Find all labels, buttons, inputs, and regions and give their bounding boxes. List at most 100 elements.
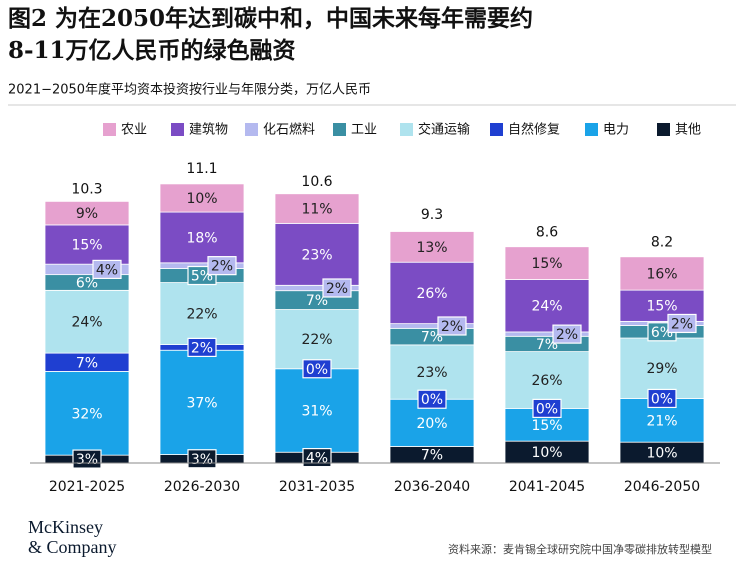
logo: McKinsey [28,517,103,537]
legend-label: 建筑物 [189,122,228,138]
segment-label: 3% [76,452,98,468]
bar-segment [159,211,245,264]
label-box [302,448,332,468]
legend-label: 自然修复 [508,122,560,138]
legend-label: 电力 [603,123,629,138]
total-label: 10.3 [71,181,102,197]
segment-label: 4% [306,451,328,467]
segment-label: 4% [96,262,118,278]
label-box [667,313,697,334]
legend-swatch [400,123,413,136]
label-box [187,337,217,358]
total-label: 11.1 [186,161,217,177]
segment-label: 2% [191,340,213,356]
segment-label: 2% [556,327,578,343]
segment-label: 15% [646,299,677,315]
segment-label: 10% [531,445,562,461]
segment-label: 2% [326,281,348,297]
segment-label: 22% [301,332,332,348]
segment-label: 0% [536,401,558,417]
x-tick-label: 2041-2045 [509,479,585,495]
bar-segment [504,279,590,333]
legend-label: 化石燃料 [263,122,315,138]
segment-label: 21% [646,413,677,429]
segment-label: 15% [531,418,562,434]
bar-segment [274,309,360,370]
legend-label: 其他 [675,123,701,138]
label-box [322,278,352,298]
label-box [72,449,102,469]
label-box [647,388,677,409]
x-tick-label: 2036-2040 [394,479,470,495]
legend-label: 交通运输 [418,122,470,138]
segment-label: 18% [186,230,217,246]
segment-label: 0% [421,392,443,408]
legend-label: 农业 [121,123,147,138]
segment-label: 6% [76,275,98,291]
segment-label: 7% [76,355,98,371]
legend-swatch [657,123,670,136]
label-box [92,259,122,280]
segment-label: 20% [416,416,447,432]
segment-label: 0% [651,391,673,407]
segment-label: 15% [71,238,102,254]
bar-segment [44,371,130,456]
total-label: 10.6 [301,174,332,190]
segment-label: 7% [421,448,443,464]
legend-swatch [333,123,346,136]
segment-label: 23% [301,247,332,263]
label-box [552,324,582,344]
bar-segment [389,261,475,325]
bar-segment [274,193,360,224]
segment-label: 32% [71,406,102,422]
segment-label: 31% [301,403,332,419]
segment-label: 2% [441,319,463,335]
legend-label: 工业 [351,123,377,138]
bar-segment [159,282,245,345]
segment-label: 2% [671,316,693,332]
bar-segment [44,200,130,226]
label-box [207,256,237,276]
legend-swatch [490,123,503,136]
segment-label: 13% [416,240,447,256]
segment-label: 10% [646,446,677,462]
segment-label: 16% [646,266,677,282]
segment-label: 15% [531,256,562,272]
segment-label: 24% [531,299,562,315]
bar-segment [389,231,475,263]
segment-label: 0% [306,362,328,378]
segment-label: 2% [211,259,233,275]
legend-swatch [585,123,598,136]
segment-label: 37% [186,395,217,411]
bar-segment [619,256,705,291]
segment-label: 23% [416,365,447,381]
title-line: 8-11万亿人民币的绿色融资 [8,37,296,64]
bar-segment [504,246,590,280]
x-tick-label: 2021-2025 [49,479,125,495]
legend-swatch [245,123,258,136]
label-box [302,359,332,379]
subtitle: 2021−2050年度平均资本投资按行业与年限分类，万亿人民币 [8,82,371,98]
title-line: 图2 为在2050年达到碳中和，中国未来每年需要约 [8,5,533,32]
segment-label: 22% [186,307,217,323]
total-label: 9.3 [421,207,443,223]
legend-swatch [171,123,184,136]
legend-swatch [103,123,116,136]
segment-label: 26% [416,286,447,302]
segment-label: 24% [71,315,102,331]
segment-label: 9% [76,206,98,222]
label-box [417,389,447,409]
segment-label: 10% [186,191,217,207]
segment-label: 3% [191,452,213,468]
total-label: 8.6 [536,225,558,241]
segment-label: 26% [531,373,562,389]
label-box [532,398,562,418]
label-box [437,316,467,336]
total-label: 8.2 [651,235,673,251]
logo: & Company [28,537,117,557]
bar-segment [619,337,705,399]
bar-segment [159,183,245,213]
segment-label: 11% [301,202,332,218]
x-tick-label: 2031-2035 [279,479,355,495]
